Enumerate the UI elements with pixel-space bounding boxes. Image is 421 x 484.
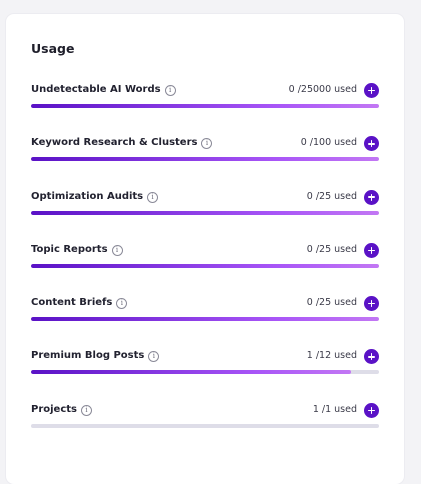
usage-row-header: Content Briefs i 0 /25 used <box>31 294 379 314</box>
usage-count: 0 /25 used <box>307 244 357 255</box>
usage-unit-label: used <box>334 190 357 202</box>
progress-fill <box>31 157 379 162</box>
usage-count: 0 /25000 used <box>289 84 357 95</box>
add-credits-button[interactable] <box>364 189 379 205</box>
progress-bar <box>31 104 379 108</box>
usage-row-header: Optimization Audits i 0 /25 used <box>31 188 379 208</box>
usage-label: Topic Reports i <box>31 244 123 256</box>
usage-row-header: Undetectable AI Words i 0 /25000 used <box>31 81 379 101</box>
progress-bar <box>31 317 379 322</box>
usage-unit-label: used <box>334 84 357 95</box>
plus-icon <box>364 190 379 205</box>
usage-row-5: Premium Blog Posts i 1 /12 used <box>31 347 379 400</box>
usage-count: 0 /25 used <box>307 297 357 308</box>
usage-row-2: Optimization Audits i 0 /25 used <box>31 188 379 241</box>
usage-label-text: Topic Reports <box>31 243 108 255</box>
plus-icon <box>364 349 379 364</box>
usage-label-text: Optimization Audits <box>31 190 144 202</box>
usage-label-text: Projects <box>31 403 78 415</box>
progress-fill <box>31 263 379 268</box>
plus-icon <box>364 136 379 151</box>
usage-row-header: Projects i 1 /1 used <box>31 401 379 421</box>
info-icon[interactable]: i <box>116 298 128 310</box>
usage-count-value: 0 /25 <box>306 297 332 309</box>
usage-list: Undetectable AI Words i 0 /25000 used Keyw… <box>31 81 379 454</box>
usage-count-value: 0 /25000 <box>288 84 332 95</box>
progress-bar <box>31 423 379 428</box>
usage-label-text: Keyword Research & Clusters <box>31 137 198 149</box>
info-icon[interactable]: i <box>81 404 93 416</box>
usage-count-value: 1 /1 <box>312 403 332 415</box>
usage-label: Optimization Audits i <box>31 190 159 203</box>
usage-label: Keyword Research & Clusters i <box>31 137 213 150</box>
usage-unit-label: used <box>334 403 357 415</box>
add-credits-button[interactable] <box>364 402 379 418</box>
usage-row-header: Premium Blog Posts i 1 /12 used <box>31 347 379 367</box>
info-icon[interactable]: i <box>148 351 160 363</box>
info-icon[interactable]: i <box>201 138 213 150</box>
usage-count: 1 /1 used <box>313 404 357 415</box>
plus-icon <box>364 296 379 311</box>
usage-row-3: Topic Reports i 0 /25 used <box>31 241 379 294</box>
info-icon[interactable]: i <box>111 244 123 256</box>
add-credits-button[interactable] <box>364 296 379 312</box>
usage-row-1: Keyword Research & Clusters i 0 /100 used <box>31 134 379 187</box>
usage-label: Content Briefs i <box>31 297 128 310</box>
progress-fill <box>31 104 379 108</box>
usage-count-value: 0 /25 <box>306 243 332 255</box>
usage-label-text: Content Briefs <box>31 297 113 309</box>
usage-unit-label: used <box>334 297 357 309</box>
info-icon[interactable]: i <box>164 85 176 96</box>
usage-row-header: Keyword Research & Clusters i 0 /100 used <box>31 134 379 154</box>
usage-count-value: 0 /25 <box>306 190 332 202</box>
add-credits-button[interactable] <box>364 242 379 258</box>
usage-row-6: Projects i 1 /1 used <box>31 401 379 454</box>
progress-fill <box>31 317 379 322</box>
usage-unit-label: used <box>334 137 357 149</box>
usage-label: Projects i <box>31 403 93 416</box>
plus-icon <box>364 243 379 258</box>
progress-fill <box>31 210 379 215</box>
progress-bar <box>31 210 379 215</box>
progress-bar <box>31 263 379 268</box>
add-credits-button[interactable] <box>364 349 379 365</box>
usage-card: Usage Undetectable AI Words i 0 /25000 use… <box>6 14 404 484</box>
usage-count: 1 /12 used <box>307 350 357 361</box>
usage-label: Undetectable AI Words i <box>31 84 176 96</box>
add-credits-button[interactable] <box>364 136 379 152</box>
usage-row-4: Content Briefs i 0 /25 used <box>31 294 379 347</box>
progress-bar <box>31 157 379 162</box>
usage-label-text: Undetectable AI Words <box>31 84 161 95</box>
usage-count: 0 /25 used <box>307 191 357 202</box>
usage-count-value: 1 /12 <box>306 350 332 362</box>
usage-row-0: Undetectable AI Words i 0 /25000 used <box>31 81 379 134</box>
usage-count-value: 0 /100 <box>300 137 332 149</box>
usage-row-header: Topic Reports i 0 /25 used <box>31 241 379 261</box>
progress-fill <box>31 370 352 375</box>
plus-icon <box>364 83 379 98</box>
usage-unit-label: used <box>334 243 357 255</box>
add-credits-button[interactable] <box>364 83 379 98</box>
usage-label-text: Premium Blog Posts <box>31 350 145 362</box>
plus-icon <box>364 403 379 418</box>
progress-bar <box>31 370 379 375</box>
usage-title: Usage <box>31 41 75 56</box>
info-icon[interactable]: i <box>147 191 159 203</box>
usage-count: 0 /100 used <box>301 137 357 148</box>
usage-label: Premium Blog Posts i <box>31 350 160 363</box>
usage-unit-label: used <box>334 350 357 362</box>
